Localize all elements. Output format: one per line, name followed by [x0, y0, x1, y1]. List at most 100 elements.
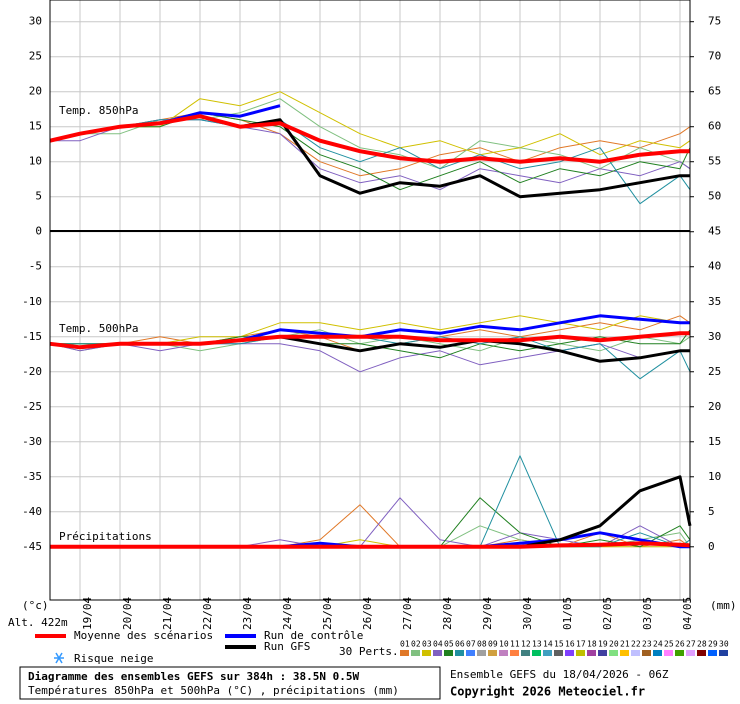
- y-tick-label: -5: [29, 260, 42, 273]
- plot-bg: [50, 0, 690, 600]
- x-tick-label: 04/05: [681, 597, 694, 630]
- y2-tick-label: 20: [708, 400, 721, 413]
- x-tick-label: 29/04: [481, 597, 494, 630]
- pert-legend-label: 17: [576, 640, 586, 649]
- series-line: [49, 343, 690, 373]
- y-tick-label: -20: [22, 365, 42, 378]
- pert-legend-label: 26: [675, 640, 685, 649]
- y2-tick-label: 65: [708, 85, 721, 98]
- legend-label: Run GFS: [264, 640, 310, 653]
- y2-tick-label: 55: [708, 155, 721, 168]
- x-tick-label: 27/04: [401, 597, 414, 630]
- pert-legend-label: 20: [609, 640, 619, 649]
- panel-label: Temp. 850hPa: [59, 104, 138, 117]
- grid: [50, 0, 690, 600]
- pert-legend-label: 27: [686, 640, 696, 649]
- pert-legend-label: 04: [433, 640, 443, 649]
- y-tick-label: 5: [35, 190, 42, 203]
- title-box: [19, 666, 441, 700]
- legend-label: Moyenne des scénarios: [74, 629, 213, 642]
- y-tick-label: 15: [29, 120, 42, 133]
- series-line: [50, 541, 691, 549]
- y-tick-label: 10: [29, 155, 42, 168]
- x-tick-label: 21/04: [161, 597, 174, 630]
- y-tick-label: -30: [22, 435, 42, 448]
- pert-legend-label: 08: [477, 640, 487, 649]
- pert-legend-swatch: [565, 650, 574, 656]
- pert-legend-label: 21: [620, 640, 630, 649]
- y2-tick-label: 15: [708, 435, 721, 448]
- pert-legend-swatch: [642, 650, 651, 656]
- pert-legend-swatch: [609, 650, 618, 656]
- pert-legend-label: 02: [411, 640, 421, 649]
- pert-legend-swatch: [499, 650, 508, 656]
- series-line: [49, 112, 691, 191]
- chart-title: Diagramme des ensembles GEFS sur 384h : …: [28, 670, 360, 683]
- x-tick-label: 19/04: [81, 597, 94, 630]
- pert-legend-label: 09: [488, 640, 498, 649]
- pert-legend-label: 19: [598, 640, 608, 649]
- pert-legend-swatch: [411, 650, 420, 656]
- y2-tick-label: 25: [708, 365, 721, 378]
- pert-legend-swatch: [488, 650, 497, 656]
- pert-legend-label: 15: [554, 640, 564, 649]
- x-tick-label: 26/04: [361, 597, 374, 630]
- y-unit: (°c): [22, 599, 49, 612]
- x-tick-label: 28/04: [441, 597, 454, 630]
- series-line: [49, 331, 690, 350]
- pert-legend-swatch: [675, 650, 684, 656]
- lines: [49, 91, 692, 549]
- pert-legend-label: 01: [400, 640, 410, 649]
- pert-legend-label: 22: [631, 640, 641, 649]
- panel-label: Précipitations: [59, 530, 152, 543]
- snow-label: Risque neige: [74, 652, 153, 665]
- pert-legend-swatch: [587, 650, 596, 656]
- pert-legend-swatch: [697, 650, 706, 656]
- x-tick-label: 22/04: [201, 597, 214, 630]
- pert-legend-label: 07: [466, 640, 476, 649]
- pert-legend-label: 28: [697, 640, 707, 649]
- pert-legend-swatch: [653, 650, 662, 656]
- pert-legend-label: 03: [422, 640, 432, 649]
- pert-legend-label: 16: [565, 640, 575, 649]
- chart-subtitle: Températures 850hPa et 500hPa (°C) , pré…: [28, 684, 399, 697]
- pert-legend-swatch: [631, 650, 640, 656]
- y-tick-label: -10: [22, 295, 42, 308]
- snow-icon: [54, 652, 64, 664]
- pert-legend-label: 06: [455, 640, 465, 649]
- y-tick-label: 0: [35, 225, 42, 238]
- y2-tick-label: 10: [708, 470, 721, 483]
- y2-unit: (mm): [710, 599, 737, 612]
- legend-label: Run de contrôle: [264, 629, 363, 642]
- pert-legend-swatch: [433, 650, 442, 656]
- pert-legend-swatch: [620, 650, 629, 656]
- y2-tick-label: 40: [708, 260, 721, 273]
- y2-tick-label: 5: [708, 505, 715, 518]
- pert-legend-label: 24: [653, 640, 663, 649]
- y-tick-label: -45: [22, 540, 42, 553]
- pert-legend-swatch: [543, 650, 552, 656]
- y-tick-label: 30: [29, 15, 42, 28]
- x-tick-label: 25/04: [321, 597, 334, 630]
- plot-frame: [49, 0, 691, 601]
- pert-legend-label: 10: [499, 640, 509, 649]
- pert-legend-label: 14: [543, 640, 553, 649]
- pert-legend-label: 30: [719, 640, 729, 649]
- pert-legend-swatch: [466, 650, 475, 656]
- copyright: Copyright 2026 Meteociel.fr: [450, 685, 645, 699]
- pert-legend-swatch: [400, 650, 409, 656]
- y-tick-label: -35: [22, 470, 42, 483]
- x-tick-label: 03/05: [641, 597, 654, 630]
- pert-legend-label: 29: [708, 640, 718, 649]
- series-line: [49, 114, 690, 164]
- pert-legend-swatch: [708, 650, 717, 656]
- y-tick-label: 20: [29, 85, 42, 98]
- pert-legend-swatch: [576, 650, 585, 656]
- pert-legend-swatch: [444, 650, 453, 656]
- pert-legend-label: 23: [642, 640, 652, 649]
- pert-legend-label: 25: [664, 640, 674, 649]
- x-tick-label: 01/05: [561, 597, 574, 630]
- y2-tick-label: 45: [708, 225, 721, 238]
